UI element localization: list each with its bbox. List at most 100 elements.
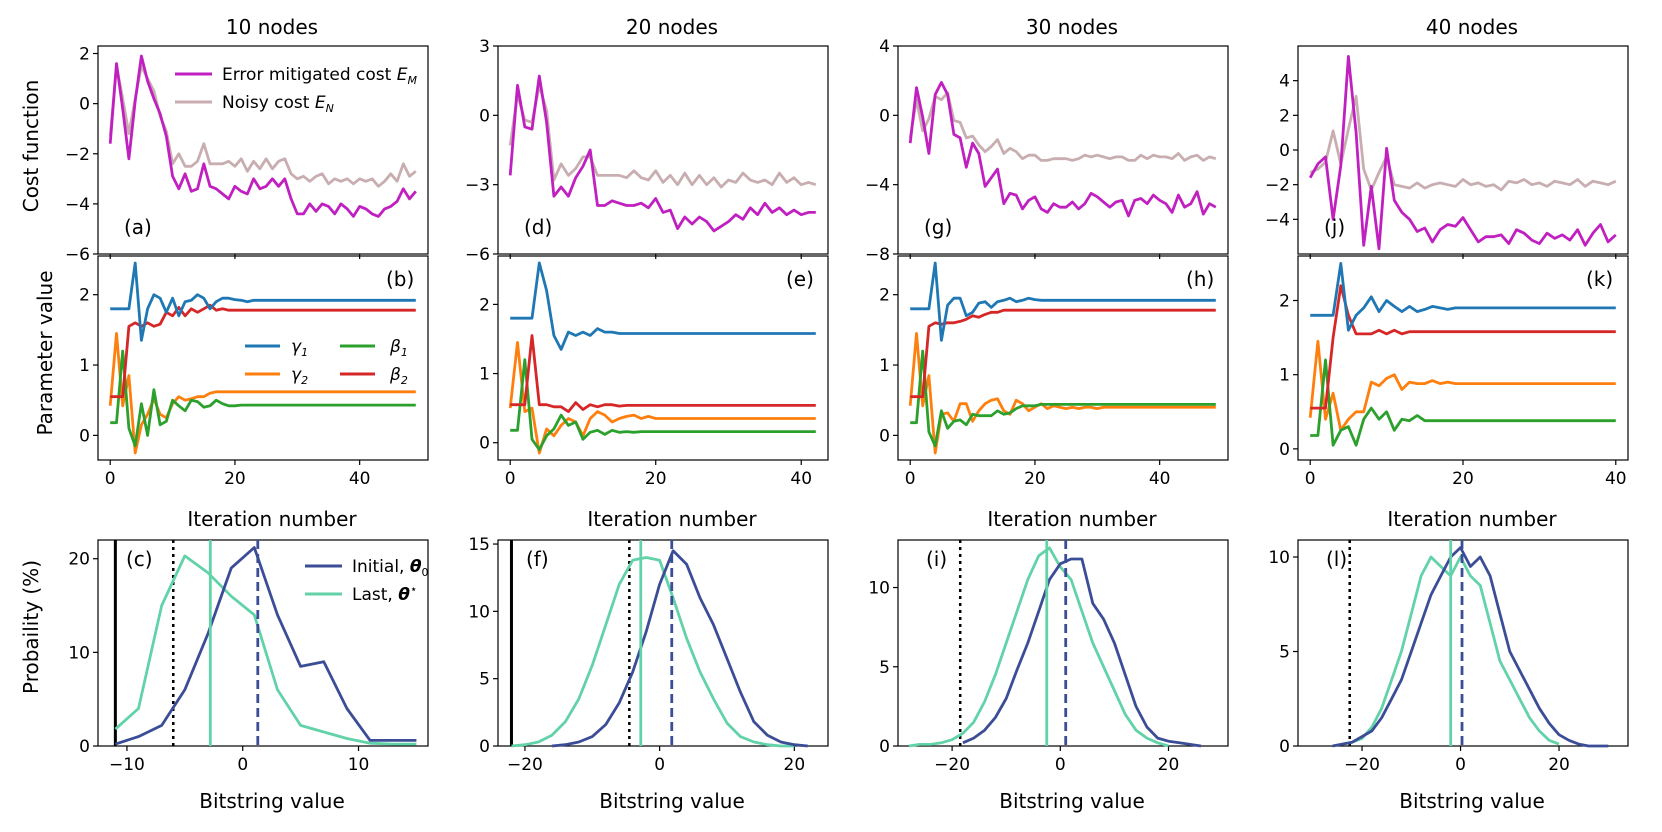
dist-axes-30 — [897, 539, 1229, 747]
column-title-20: 20 nodes — [626, 15, 718, 39]
cost-axes-30-ytick-label: −8 — [865, 245, 890, 265]
cost-axes-10-ytick-label: −6 — [65, 245, 90, 265]
noisy-cost-line-30 — [908, 91, 1217, 162]
last-dist-line-30 — [908, 546, 1169, 748]
panel-label-dist-30: (i) — [926, 547, 947, 571]
param-axes-20-xtick-label: 0 — [505, 469, 516, 489]
dist-axes-10-xtick-label: 10 — [348, 755, 370, 775]
cost-axes-20-ytick-label: 3 — [479, 37, 490, 57]
cost-axes-30-ytick-label: 4 — [879, 37, 890, 57]
iter-xlabel-40: Iteration number — [1387, 507, 1557, 531]
gamma2-line-20 — [508, 340, 816, 455]
param-axes-20 — [497, 255, 829, 461]
dist-axes-40-ytick-label: 10 — [1268, 548, 1290, 568]
dist-axes-20-ytick-label: 10 — [468, 602, 490, 622]
param-axes-20-xtick-label: 20 — [645, 469, 667, 489]
param-axes-40-xtick-label: 20 — [1452, 469, 1474, 489]
mitigated-cost-line-10 — [108, 54, 417, 218]
dist-axes-20 — [497, 539, 829, 747]
dist-axes-30-xtick-label: 20 — [1158, 755, 1180, 775]
dist-axes-20-ytick-label: 15 — [468, 535, 490, 555]
cost-axes-40-ytick-label: 0 — [1279, 141, 1290, 161]
panel-label-cost-30: (g) — [924, 215, 952, 239]
legend-gamma1-label: γ1 — [291, 337, 308, 359]
legend-gamma2-label: γ2 — [291, 365, 308, 387]
param-axes-10-xtick-label: 40 — [349, 469, 371, 489]
panel-label-cost-40: (j) — [1324, 215, 1345, 239]
param-axes-30 — [897, 255, 1229, 461]
initial-dist-line-10 — [114, 546, 417, 746]
beta1-line-30 — [910, 349, 1216, 448]
param-axes-40-ytick-label: 0 — [1279, 440, 1290, 460]
beta1-line-40 — [1310, 358, 1616, 447]
beta2-line-30 — [910, 308, 1216, 399]
panel-label-dist-10: (c) — [126, 547, 153, 571]
dist-axes-10-xtick-label: −10 — [109, 755, 145, 775]
legend-mitigated-label: Error mitigated cost EM — [222, 65, 417, 87]
legend-initial-label: Initial, θ0 — [352, 557, 429, 579]
cost-axes-10-ytick-label: 0 — [79, 95, 90, 115]
param-axes-40-ytick-label: 1 — [1279, 366, 1290, 386]
dist-axes-10 — [97, 539, 429, 747]
legend-dist: Initial, θ0 Last, θ⋆ — [305, 557, 429, 605]
gamma1-line-40 — [1310, 261, 1616, 332]
noisy-cost-line-20 — [508, 83, 817, 189]
cost-axes-20-ytick-label: 0 — [479, 106, 490, 126]
initial-dist-line-20 — [551, 549, 808, 748]
cost-axes-20 — [497, 45, 829, 255]
param-axes-30-xtick-label: 40 — [1149, 469, 1171, 489]
gamma1-line-10 — [110, 261, 416, 342]
column-title-40: 40 nodes — [1426, 15, 1518, 39]
beta2-line-20 — [510, 334, 816, 414]
dist-axes-40-xtick-label: 0 — [1455, 755, 1466, 775]
gamma2-line-30 — [908, 331, 1216, 455]
dist-axes-30-ytick-label: 10 — [868, 579, 890, 599]
prob-ylabel: Probaility (%) — [19, 560, 43, 694]
mitigated-cost-line-40 — [1308, 55, 1617, 251]
panel-label-param-30: (h) — [1186, 267, 1214, 291]
param-axes-10-ytick-label: 2 — [79, 286, 90, 306]
mitigated-cost-line-30 — [908, 81, 1217, 218]
column-title-10: 10 nodes — [226, 15, 318, 39]
bit-xlabel-40: Bitstring value — [1399, 789, 1545, 813]
bit-xlabel-10: Bitstring value — [199, 789, 345, 813]
dist-axes-30-ytick-label: 5 — [879, 658, 890, 678]
gamma1-line-20 — [510, 261, 816, 351]
param-axes-40 — [1297, 255, 1629, 461]
panel-label-dist-40: (l) — [1326, 547, 1347, 571]
dist-axes-20-xtick-label: −20 — [507, 755, 543, 775]
bit-xlabel-30: Bitstring value — [999, 789, 1145, 813]
param-axes-20-ytick-label: 2 — [479, 295, 490, 315]
param-axes-30-ytick-label: 2 — [879, 286, 890, 306]
legend-cost: Error mitigated cost EM Noisy cost EN — [175, 65, 417, 115]
cost-axes-40-ytick-label: −2 — [1265, 176, 1290, 196]
param-axes-10-ytick-label: 0 — [79, 426, 90, 446]
iter-xlabel-10: Iteration number — [187, 507, 357, 531]
last-dist-line-10 — [114, 554, 417, 746]
cost-ylabel: Cost function — [19, 80, 43, 213]
param-axes-40-xtick-label: 40 — [1605, 469, 1627, 489]
bit-xlabel-20: Bitstring value — [599, 789, 745, 813]
legend-beta1-label: β1 — [389, 337, 408, 359]
dist-axes-10-ytick-label: 20 — [68, 550, 90, 570]
param-axes-20-ytick-label: 0 — [479, 434, 490, 454]
param-axes-30-ytick-label: 1 — [879, 356, 890, 376]
dist-axes-30-xtick-label: −20 — [934, 755, 970, 775]
panel-label-param-40: (k) — [1586, 267, 1613, 291]
dist-axes-20-ytick-label: 5 — [479, 670, 490, 690]
dist-axes-30-xtick-label: 0 — [1055, 755, 1066, 775]
panel-label-dist-20: (f) — [526, 547, 549, 571]
panel-label-cost-20: (d) — [524, 215, 552, 239]
param-ylabel: Parameter value — [33, 270, 57, 435]
param-axes-10-xtick-label: 20 — [224, 469, 246, 489]
param-axes-10-ytick-label: 1 — [79, 356, 90, 376]
noisy-cost-line-40 — [1309, 94, 1617, 192]
iter-xlabel-20: Iteration number — [587, 507, 757, 531]
legend-params: γ1 β1 γ2 β2 — [245, 337, 408, 387]
panel-label-param-10: (b) — [386, 267, 414, 291]
dist-axes-40-ytick-label: 5 — [1279, 643, 1290, 663]
cost-axes-10-ytick-label: −2 — [65, 145, 90, 165]
param-axes-30-xtick-label: 20 — [1024, 469, 1046, 489]
legend-noisy-label: Noisy cost EN — [222, 93, 334, 115]
